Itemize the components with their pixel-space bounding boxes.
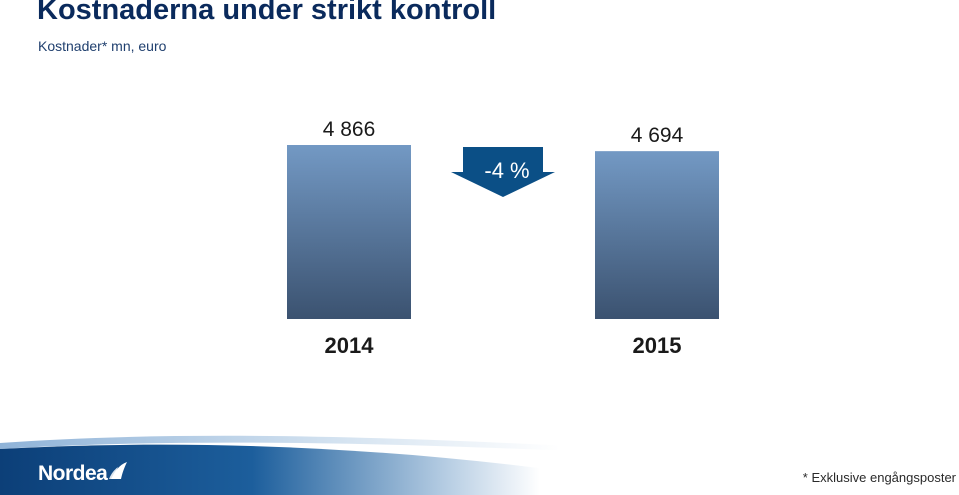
value-label-2015: 4 694 xyxy=(631,124,684,147)
category-label-2014: 2014 xyxy=(325,333,375,358)
change-arrow: -4 % xyxy=(451,147,555,197)
value-label-2014: 4 866 xyxy=(323,118,376,141)
change-label: -4 % xyxy=(484,158,529,183)
sail-logo-icon xyxy=(109,462,127,479)
footer-band xyxy=(0,435,720,495)
page-title: Kostnaderna under strikt kontroll xyxy=(37,0,497,26)
footnote: * Exklusive engångsposter xyxy=(802,470,956,485)
cost-bar-chart: 4 866 2014 4 694 2015 -4 % xyxy=(287,118,719,358)
bar-2014 xyxy=(287,145,411,319)
down-arrow-icon xyxy=(451,147,555,197)
chart-subtitle: Kostnader* mn, euro xyxy=(38,38,167,54)
category-label-2015: 2015 xyxy=(633,333,682,358)
bar-2015 xyxy=(595,151,719,319)
nordea-logo: Nordea xyxy=(38,462,108,485)
